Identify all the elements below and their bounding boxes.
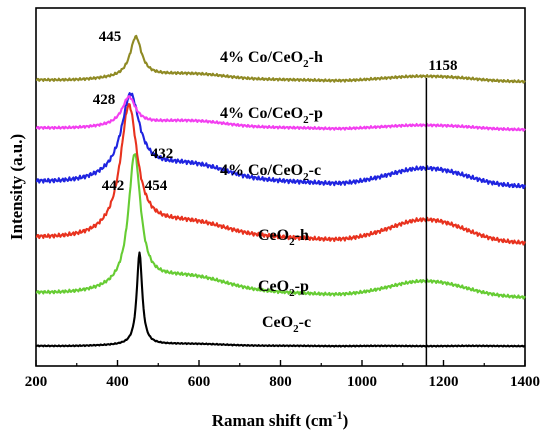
series-label-main: CeO — [258, 227, 289, 244]
x-axis-tick-labels: 200 400 600 800 1000 1200 1400 — [25, 374, 540, 390]
x-axis-ticks — [35, 360, 526, 366]
series-line-ceo2-c — [35, 251, 526, 348]
peak-label-co-ceo2-p: 428 — [93, 92, 116, 108]
series-label-main: CeO — [262, 314, 293, 331]
x-tick-label-1200: 1200 — [429, 374, 459, 390]
series-label-ceo2-p: CeO2-p — [258, 278, 309, 299]
series-label-subscript: 2 — [303, 171, 309, 183]
series-label-main: 4% Co/CeO — [220, 162, 303, 179]
series-label-co-ceo2-h: 4% Co/CeO2-h — [220, 49, 323, 70]
series-line-ceo2-p — [35, 153, 526, 300]
peak-label-co-ceo2-h: 445 — [99, 29, 122, 45]
reference-line-label: 1158 — [428, 58, 457, 74]
x-tick-label-800: 800 — [269, 374, 292, 390]
series-label-suffix: -c — [299, 314, 311, 331]
series-label-main: 4% Co/CeO — [220, 49, 303, 66]
x-axis-title: Raman shift (cm-1) — [212, 408, 349, 430]
series-line-co-ceo2-h — [35, 34, 526, 84]
series-label-co-ceo2-c: 4% Co/CeO2-c — [220, 162, 321, 183]
x-tick-label-200: 200 — [25, 374, 48, 390]
x-axis-title-end: ) — [343, 411, 349, 430]
series-label-suffix: -p — [295, 278, 309, 295]
series-label-suffix: -p — [309, 105, 323, 122]
series-label-suffix: -h — [309, 49, 323, 66]
peak-labels: 454 442 432 428 445 — [93, 29, 174, 194]
series-lines — [35, 34, 526, 348]
x-tick-label-1400: 1400 — [510, 374, 540, 390]
x-axis-title-superscript: -1 — [333, 408, 343, 422]
series-label-subscript: 2 — [303, 114, 309, 126]
series-line-co-ceo2-p — [35, 95, 526, 132]
series-label-main: 4% Co/CeO — [220, 105, 303, 122]
x-tick-label-600: 600 — [188, 374, 211, 390]
series-label-main: CeO — [258, 278, 289, 295]
series-label-subscript: 2 — [293, 323, 299, 335]
series-line-co-ceo2-c — [35, 92, 526, 190]
peak-label-ceo2-c: 454 — [145, 178, 168, 194]
series-label-subscript: 2 — [289, 287, 295, 299]
y-axis-title: Intensity (a.u.) — [7, 134, 26, 240]
series-label-ceo2-h: CeO2-h — [258, 227, 309, 248]
series-label-subscript: 2 — [289, 236, 295, 248]
x-tick-label-400: 400 — [106, 374, 129, 390]
x-tick-label-1000: 1000 — [347, 374, 377, 390]
series-line-ceo2-h — [35, 103, 526, 246]
series-label-suffix: -h — [295, 227, 309, 244]
peak-label-co-ceo2-c: 432 — [151, 146, 174, 162]
series-label-suffix: -c — [309, 162, 321, 179]
series-label-subscript: 2 — [303, 58, 309, 70]
x-axis-title-main: Raman shift (cm — [212, 411, 333, 430]
series-label-ceo2-c: CeO2-c — [262, 314, 311, 335]
peak-label-ceo2-p: 442 — [102, 178, 125, 194]
series-label-co-ceo2-p: 4% Co/CeO2-p — [220, 105, 323, 126]
